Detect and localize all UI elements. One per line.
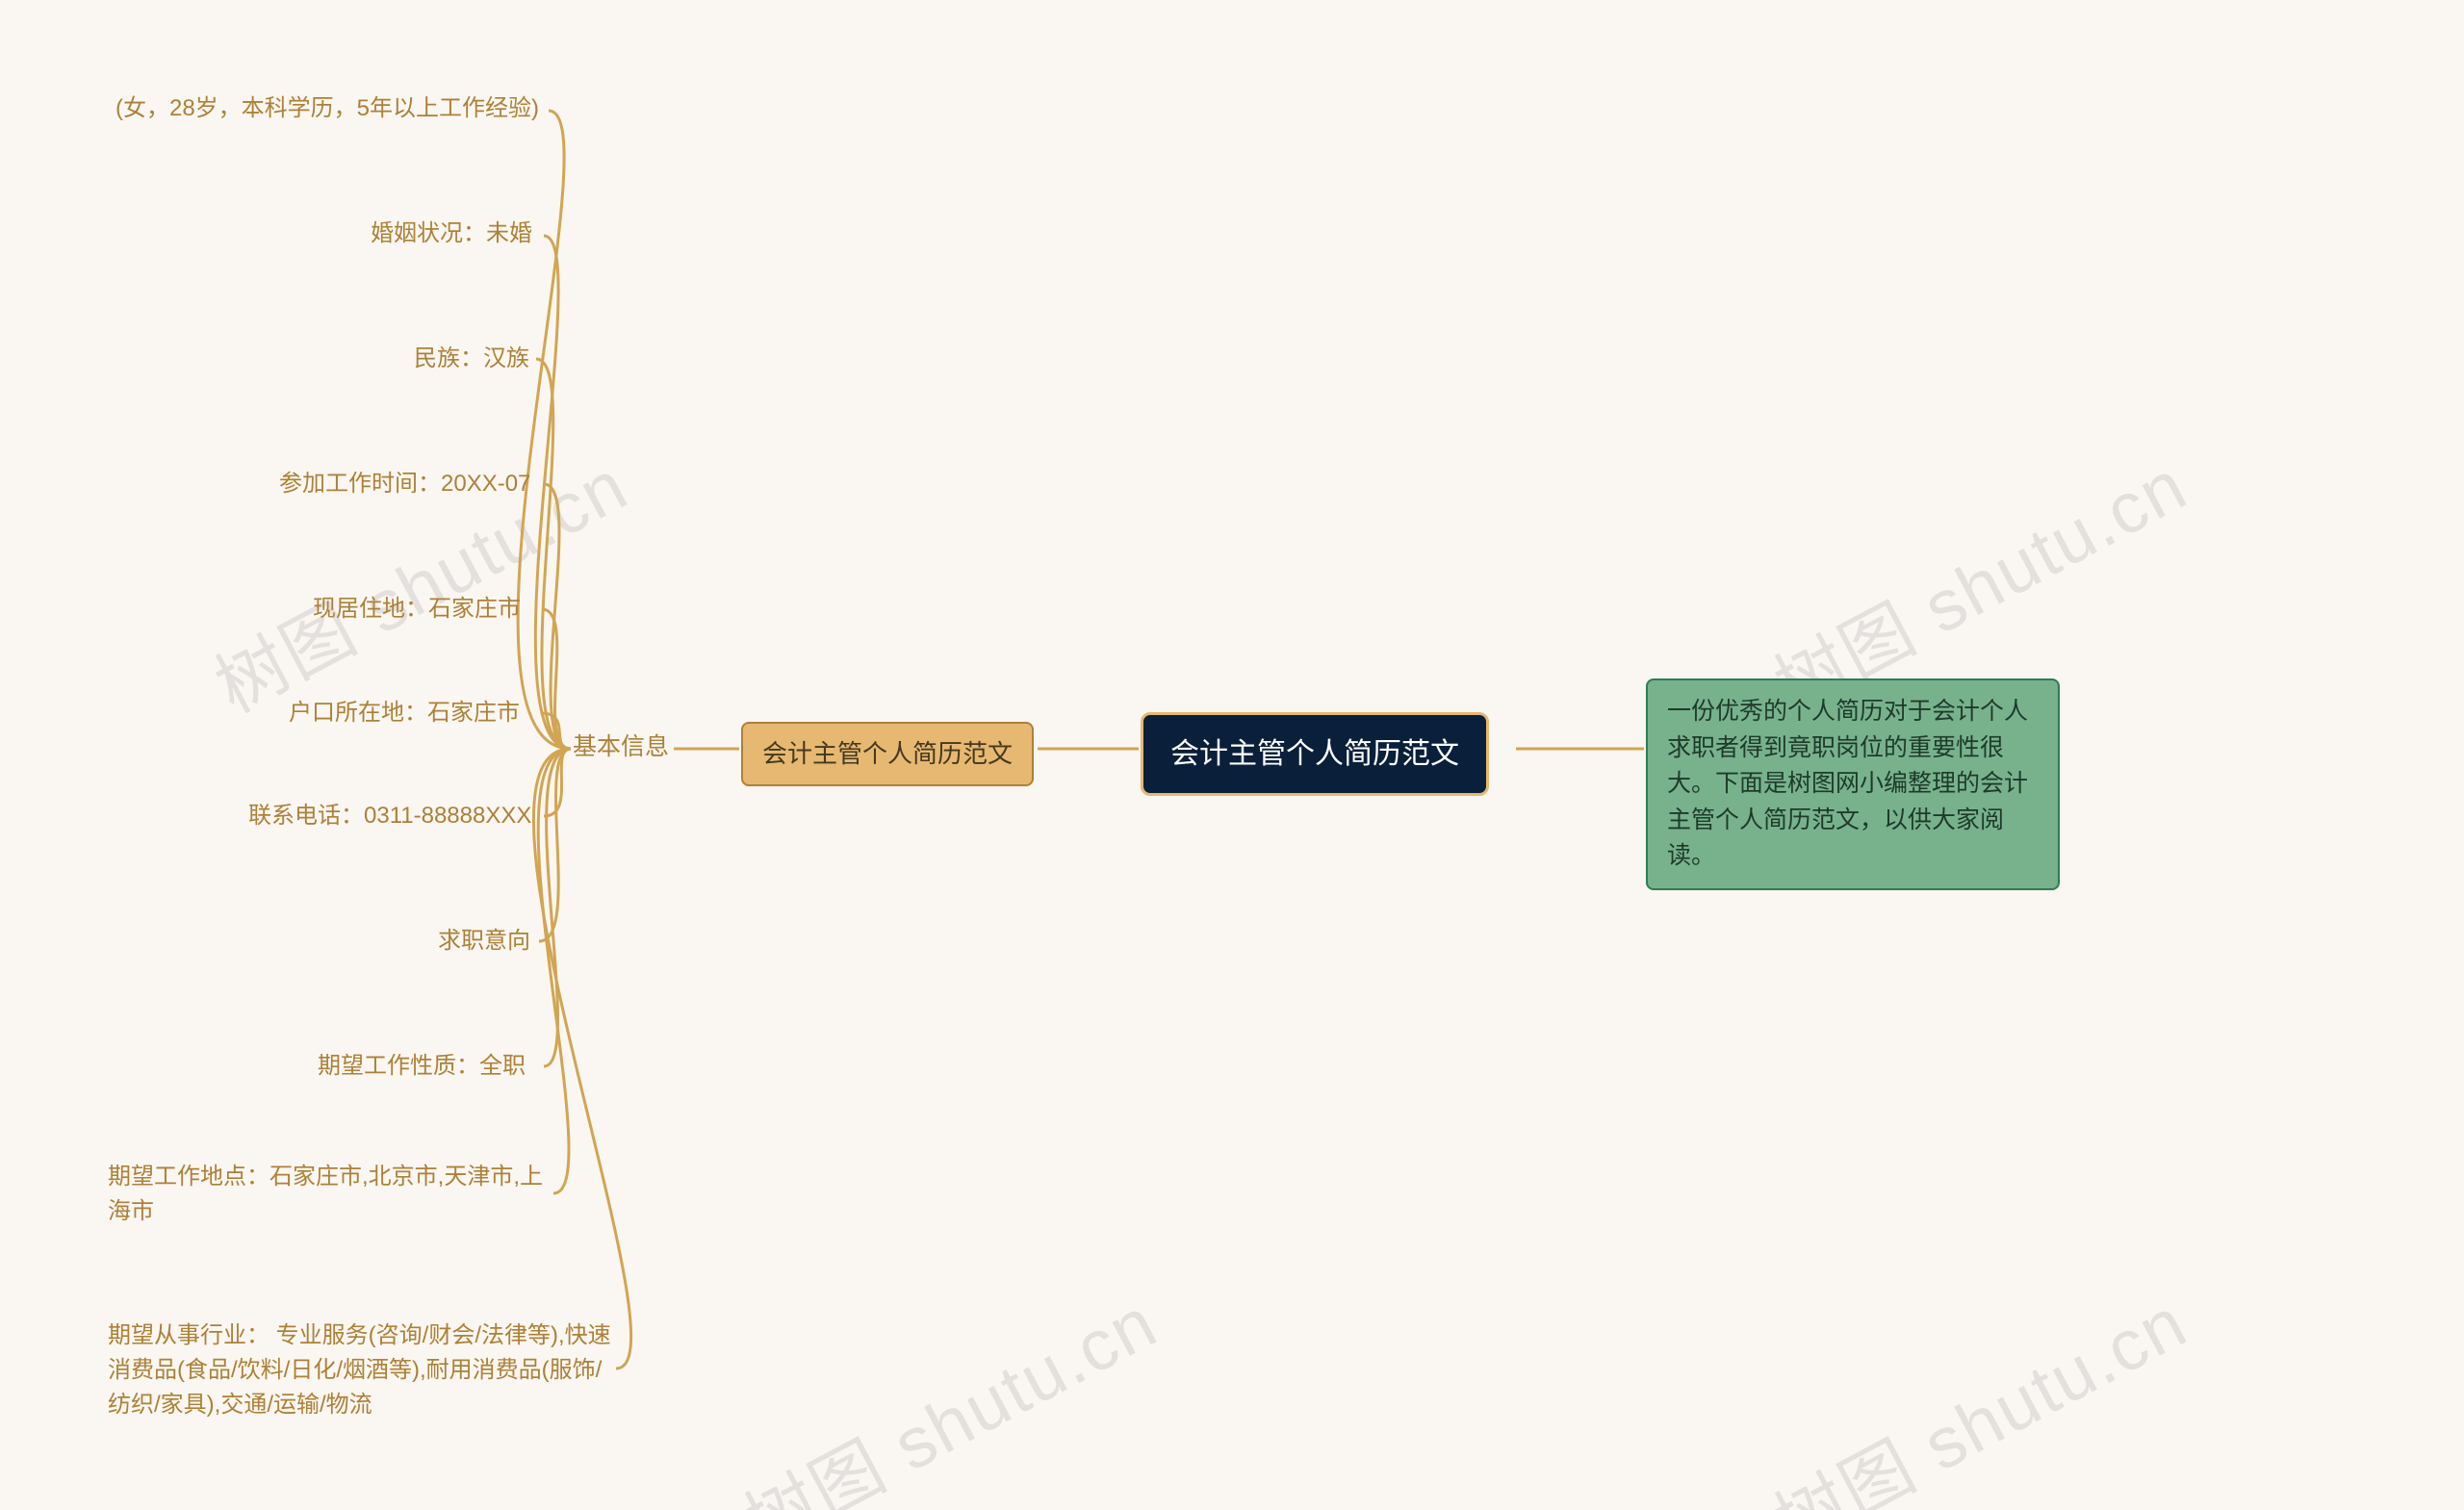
edge — [518, 111, 571, 749]
leaf-jobtype[interactable]: 期望工作性质：全职 — [318, 1049, 526, 1084]
watermark: 树图 shutu.cn — [1754, 1267, 2201, 1510]
subtitle-node[interactable]: 会计主管个人简历范文 — [741, 722, 1034, 786]
description-node[interactable]: 一份优秀的个人简历对于会计个人求职者得到竟职岗位的重要性很大。下面是树图网小编整… — [1646, 678, 2060, 890]
edge — [541, 713, 571, 749]
edge — [538, 749, 571, 1193]
leaf-workstart[interactable]: 参加工作时间：20XX-07 — [279, 467, 530, 501]
leaf-ethnicity[interactable]: 民族：汉族 — [414, 342, 529, 376]
watermark: 树图 shutu.cn — [724, 1267, 1171, 1510]
leaf-hukou[interactable]: 户口所在地：石家庄市 — [289, 696, 520, 730]
leaf-profile[interactable]: (女，28岁，本科学历，5年以上工作经验) — [116, 91, 539, 126]
root-node[interactable]: 会计主管个人简历范文 — [1141, 712, 1489, 796]
leaf-phone[interactable]: 联系电话：0311-88888XXX — [248, 799, 531, 833]
edge — [539, 749, 571, 941]
edge — [533, 749, 630, 1369]
leaf-industry[interactable]: 期望从事行业： 专业服务(咨询/财会/法律等),快速消费品(食品/饮料/日化/烟… — [108, 1318, 618, 1422]
leaf-marital[interactable]: 婚姻状况：未婚 — [371, 217, 532, 251]
leaf-residence[interactable]: 现居住地：石家庄市 — [313, 592, 521, 627]
leaf-location[interactable]: 期望工作地点：石家庄市,北京市,天津市,上海市 — [108, 1160, 560, 1229]
leaf-jobintent[interactable]: 求职意向 — [438, 924, 530, 959]
mindmap-canvas: 树图 shutu.cn 树图 shutu.cn 树图 shutu.cn 树图 s… — [0, 0, 2464, 1510]
edge — [544, 749, 571, 816]
basic-info-node[interactable]: 基本信息 — [573, 729, 669, 766]
edge — [544, 749, 571, 1066]
edge — [542, 609, 571, 749]
